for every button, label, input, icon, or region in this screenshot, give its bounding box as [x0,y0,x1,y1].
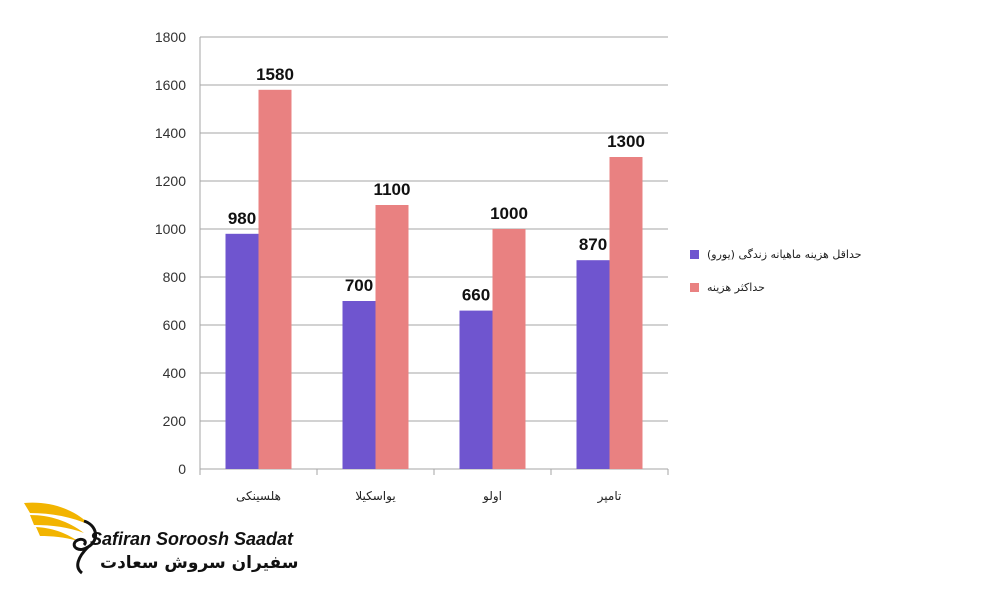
x-category-label-2: اولو [482,489,502,504]
data-label-min-0: 980 [228,209,256,228]
bird-wing-icon [24,502,97,575]
y-tick-label-1600: 1600 [155,77,186,93]
legend-swatch-min [690,249,699,259]
y-tick-label-1800: 1800 [155,29,186,45]
legend-label-max: حداکثر هزینه [707,280,765,294]
legend-swatch-max [690,282,699,292]
bar-max-3 [609,157,643,469]
legend-label-min: حداقل هزینه ماهیانه زندگی (یورو) [707,247,862,261]
y-tick-label-400: 400 [163,365,187,381]
bar-min-1 [342,301,376,469]
data-label-max-0: 1580 [256,65,294,84]
y-tick-label-1000: 1000 [155,221,186,237]
legend-item-min: حداقل هزینه ماهیانه زندگی (یورو) [690,244,862,264]
y-tick-label-200: 200 [163,413,187,429]
brand-name-en: Safiran Soroosh Saadat [90,529,294,549]
legend-item-max: حداکثر هزینه [690,277,862,297]
data-label-max-2: 1000 [490,204,528,223]
x-category-label-0: هلسینکی [236,489,281,503]
bar-min-3 [576,260,610,469]
data-label-max-1: 1100 [374,180,411,199]
bar-max-1 [375,205,409,469]
brand-name-fa: سفیران سروش سعادت [100,553,299,573]
y-tick-label-1400: 1400 [155,125,186,141]
brand-logo: Safiran Soroosh Saadat سفیران سروش سعادت [22,495,312,585]
y-tick-label-0: 0 [178,461,186,477]
bar-max-0 [258,89,292,470]
bar-max-2 [492,229,526,469]
y-tick-label-600: 600 [163,317,187,333]
data-label-min-2: 660 [462,286,490,305]
legend: حداقل هزینه ماهیانه زندگی (یورو) حداکثر … [690,244,862,310]
data-label-min-3: 870 [579,235,607,254]
data-label-max-3: 1300 [607,132,645,151]
bar-min-0 [225,233,259,469]
x-category-label-1: یواسکیلا [355,489,395,504]
y-tick-label-800: 800 [163,269,187,285]
data-label-min-1: 700 [345,276,373,295]
x-category-label-3: تامپر [597,489,622,504]
y-tick-label-1200: 1200 [155,173,186,189]
bar-min-2 [459,310,493,469]
